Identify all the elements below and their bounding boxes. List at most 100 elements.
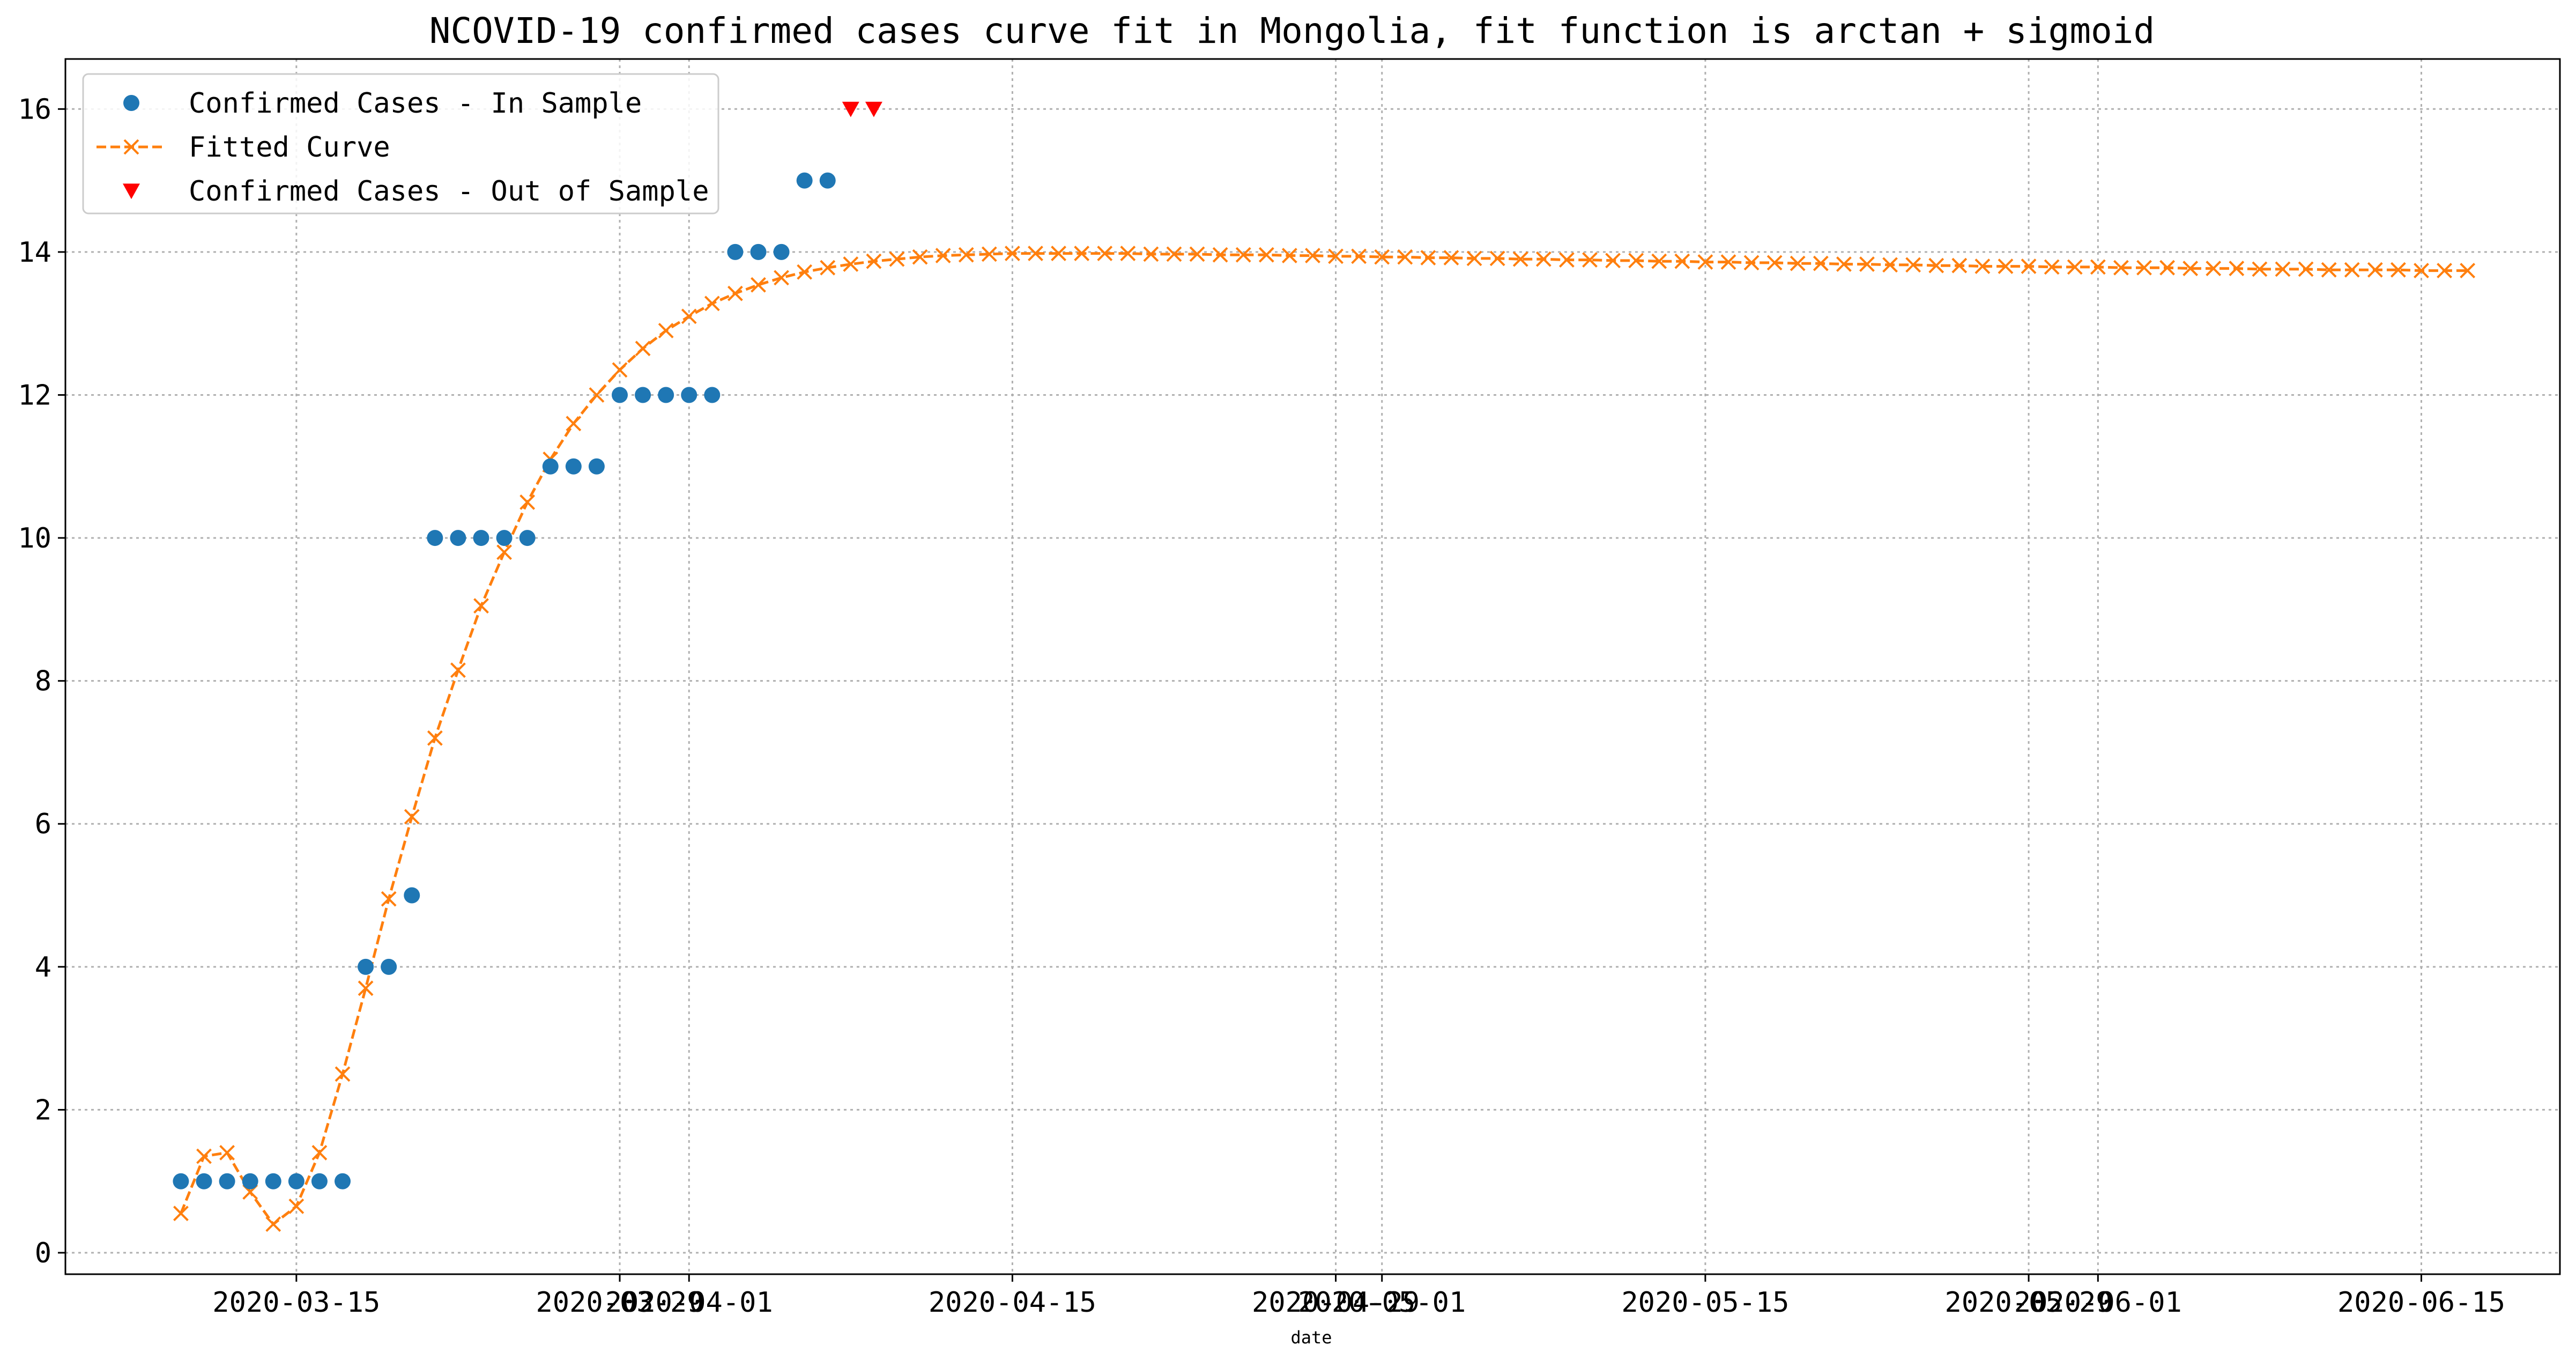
in-sample-point <box>704 387 721 403</box>
fitted-curve-point <box>751 277 766 293</box>
x-marker-stroke <box>2113 260 2129 276</box>
fitted-curve-point <box>1766 255 1783 271</box>
x-marker-stroke <box>774 270 789 286</box>
x-marker-stroke <box>335 1066 351 1082</box>
chart-title: NCOVID-19 confirmed cases curve fit in M… <box>429 10 2155 51</box>
fitted-curve-point <box>1836 256 1852 272</box>
x-marker-stroke <box>2275 261 2291 277</box>
fitted-curve-point <box>1697 254 1713 270</box>
x-marker-stroke <box>1974 258 1991 274</box>
legend-label: Confirmed Cases - Out of Sample <box>189 175 709 208</box>
fitted-curve-point <box>2044 259 2060 275</box>
x-marker-stroke <box>1166 246 1182 262</box>
fitted-curve-point <box>1005 246 1020 261</box>
x-marker-stroke <box>1397 249 1413 265</box>
fitted-curve-point <box>2159 260 2175 276</box>
x-marker-stroke <box>889 251 905 267</box>
x-marker-stroke <box>265 1216 281 1232</box>
y-tick-label: 2 <box>35 1094 51 1126</box>
fitted-curve-point <box>1974 258 1991 274</box>
out-of-sample-point <box>865 101 882 117</box>
x-marker-stroke <box>797 264 813 280</box>
x-marker-stroke <box>1582 252 1598 268</box>
x-tick-label: 2020-03-15 <box>212 1287 380 1319</box>
fitted-curve-point <box>981 246 997 262</box>
x-marker-stroke <box>1998 258 2014 274</box>
x-marker-stroke <box>1766 255 1783 271</box>
x-marker-stroke <box>2159 260 2175 276</box>
fitted-curve-point <box>1235 247 1251 263</box>
fitted-curve-point <box>2344 262 2360 278</box>
in-sample-point <box>265 1173 281 1189</box>
fitted-curve-point <box>1998 258 2014 274</box>
legend-items: Confirmed Cases - In Sample Fitted Curve C… <box>96 87 709 208</box>
y-tick-label: 14 <box>18 236 51 269</box>
x-marker-stroke <box>1097 246 1113 261</box>
in-sample-point <box>819 172 836 189</box>
fitted-curve-point <box>1351 248 1367 264</box>
x-marker-stroke <box>1028 246 1043 261</box>
x-tick-label: 2020-04-01 <box>605 1287 773 1319</box>
fitted-curve-line <box>180 252 2468 1226</box>
x-marker-stroke <box>981 246 997 262</box>
fitted-curve-point <box>496 544 512 560</box>
x-marker-stroke <box>635 341 651 357</box>
x-marker-stroke <box>2298 261 2314 277</box>
legend-label: Confirmed Cases - In Sample <box>189 87 642 120</box>
fitted-curve-point <box>288 1198 305 1214</box>
fitted-curve-point <box>635 341 651 357</box>
fitted-curve-point <box>1674 253 1690 269</box>
x-marker-stroke <box>1305 248 1320 263</box>
y-tick-label: 10 <box>18 522 51 555</box>
fitted-curve-point <box>2113 260 2129 276</box>
fitted-curve-point <box>335 1066 351 1082</box>
x-marker-stroke <box>1235 247 1251 263</box>
x-marker-stroke <box>751 277 766 293</box>
fitted-curve-point <box>2090 259 2106 275</box>
fitted-curve-point <box>2136 260 2152 276</box>
fitted-curve-point <box>2252 261 2268 277</box>
x-marker-stroke <box>2021 258 2037 274</box>
legend-key-marker <box>123 139 139 155</box>
x-tick-label: 2020-05-15 <box>1621 1287 1789 1319</box>
grid-lines <box>65 59 2560 1274</box>
legend-key-fitted-curve <box>96 139 166 155</box>
in-sample-point <box>473 530 489 546</box>
fitted-curve-point <box>2229 261 2245 276</box>
x-marker-stroke <box>589 387 605 403</box>
x-marker-stroke <box>219 1144 235 1161</box>
x-marker-stroke <box>1328 248 1343 264</box>
in-sample-point <box>773 243 790 260</box>
legend-key-out-of-sample <box>123 183 140 199</box>
fitted-curve-point <box>1466 250 1482 267</box>
fitted-curve-point <box>265 1216 281 1232</box>
x-marker-stroke <box>196 1148 212 1164</box>
fitted-curve-point <box>1559 252 1575 268</box>
x-marker-stroke <box>658 323 674 338</box>
x-marker-stroke <box>404 809 420 825</box>
fitted-curve-point <box>1882 257 1898 273</box>
fitted-curve-point <box>519 494 536 510</box>
in-sample-point <box>173 1173 189 1189</box>
x-marker-stroke <box>2067 259 2083 275</box>
x-axis-label: date <box>1290 1327 1332 1348</box>
legend-key-in-sample <box>123 95 139 111</box>
x-marker-stroke <box>1813 255 1829 271</box>
plot-data <box>173 101 2476 1232</box>
x-tick-label: 2020-03-29 <box>536 1287 703 1319</box>
fitted-curve-point <box>1743 255 1760 271</box>
x-marker-stroke <box>2182 261 2199 276</box>
legend: Confirmed Cases - In Sample Fitted Curve C… <box>82 73 719 215</box>
x-marker-stroke <box>123 139 139 155</box>
x-marker-stroke <box>1351 248 1367 264</box>
x-marker-stroke <box>1212 247 1228 263</box>
x-tick-label: 2020-04-29 <box>1252 1287 1420 1319</box>
fitted-curve-point <box>820 260 836 276</box>
x-marker-stroke <box>820 260 836 276</box>
fitted-curve-point <box>1051 246 1066 261</box>
fitted-curve-point <box>2367 262 2383 278</box>
fitted-curve-point <box>1859 256 1875 272</box>
